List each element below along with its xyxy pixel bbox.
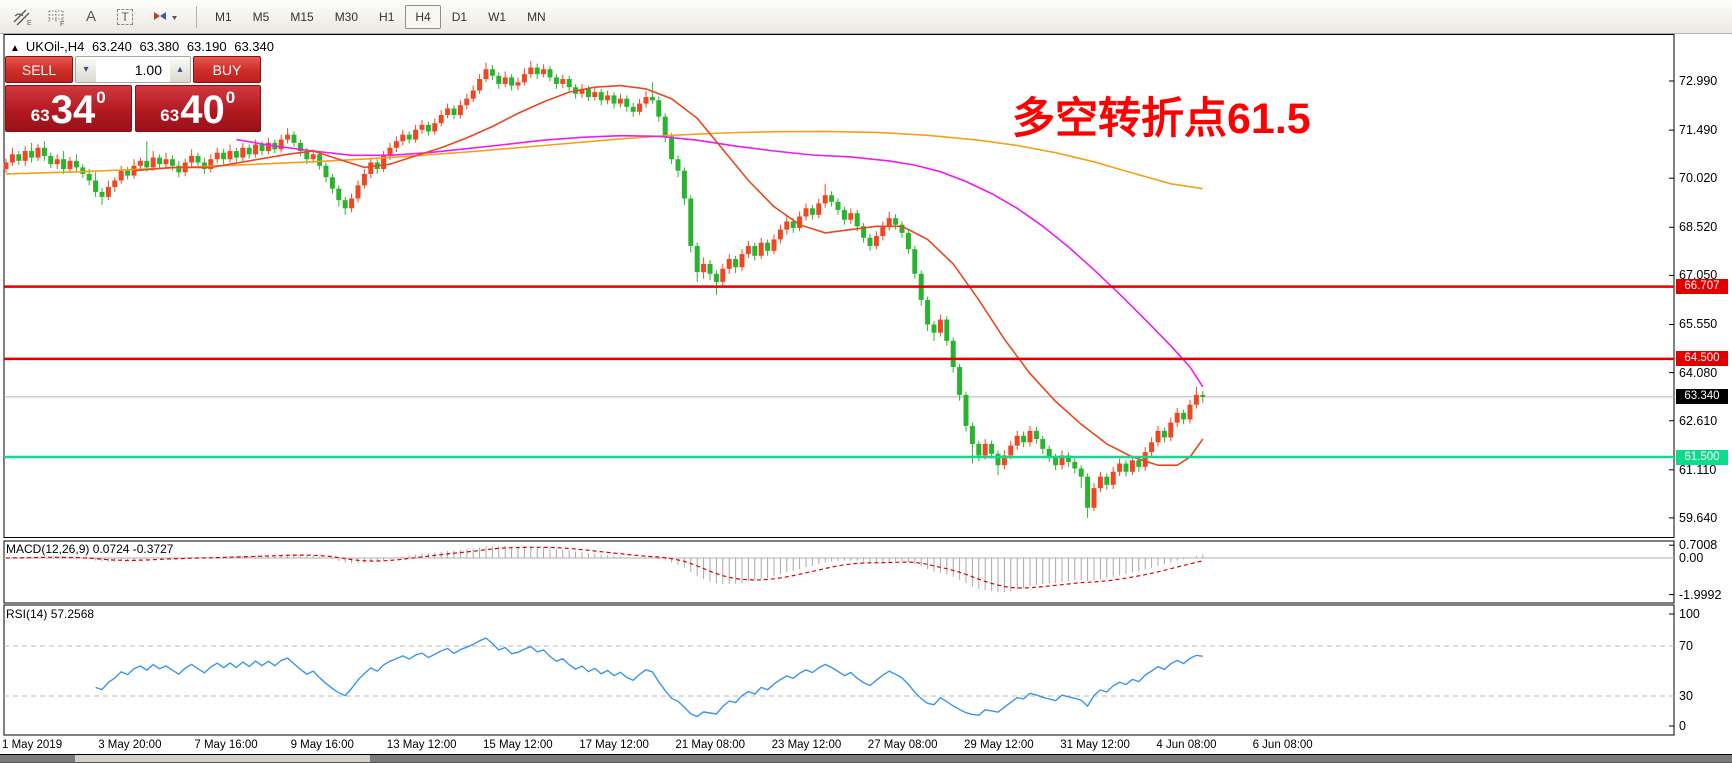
macd-axis-label: 0.7008: [1679, 538, 1718, 553]
rsi-axis-label: 30: [1679, 689, 1693, 703]
toolbar-separator: [196, 5, 197, 28]
red-level-price-tag: 66.707: [1676, 279, 1728, 295]
svg-text:E: E: [27, 20, 32, 26]
green-level-price-tag: 61.500: [1676, 449, 1728, 465]
ma-medium-line: [236, 134, 1204, 388]
macd-histogram: [5, 545, 1204, 593]
time-axis-label: 3 May 20:00: [98, 739, 162, 751]
time-axis-label: 21 May 08:00: [675, 739, 746, 751]
sell-price-prefix: 63: [30, 106, 50, 125]
time-axis-label: 6 Jun 08:00: [1252, 739, 1313, 751]
macd-signal-line: [5, 546, 1203, 589]
ma-slow-line: [5, 130, 1203, 190]
symbol-info: ▲ UKOil-,H4 63.240 63.380 63.190 63.340: [10, 39, 278, 54]
timeframe-m15[interactable]: M15: [280, 5, 323, 29]
quote-close: 63.340: [234, 39, 274, 54]
rsi-axis-label: 100: [1679, 607, 1700, 621]
volume-input[interactable]: [96, 57, 170, 82]
price-axis-label: 67.050: [1679, 268, 1718, 283]
arrow-styles-icon[interactable]: [144, 3, 186, 31]
timeframe-m30[interactable]: M30: [325, 5, 368, 29]
timeframe-mn[interactable]: MN: [517, 5, 556, 29]
rsi-indicator-label: RSI(14) 57.2568: [6, 607, 95, 621]
price-axis-label: 68.520: [1679, 220, 1718, 235]
chart-canvas: [0, 34, 1732, 755]
sell-price-display[interactable]: 63 34 0: [5, 85, 132, 132]
sell-price-main: 34: [50, 87, 96, 132]
ma-fast-line: [133, 84, 1204, 467]
time-axis-label: 7 May 16:00: [194, 739, 258, 751]
text-box-icon[interactable]: T: [110, 3, 140, 31]
time-axis-label: 1 May 2019: [2, 739, 63, 751]
rsi-levels: [4, 645, 1674, 697]
level-lines: [4, 285, 1674, 459]
one-click-trading-panel: SELL ▾ ▴ BUY 63 34 0 63 40 0: [5, 56, 261, 132]
rsi-line: [95, 637, 1203, 718]
buy-price-sup: 0: [225, 88, 236, 107]
volume-decrease-button[interactable]: ▾: [76, 57, 96, 82]
price-axis-label: 64.080: [1679, 365, 1718, 380]
timeframe-w1[interactable]: W1: [478, 5, 516, 29]
scrollbar-thumb[interactable]: [75, 755, 370, 762]
buy-button[interactable]: BUY: [193, 56, 261, 83]
buy-price-main: 40: [180, 87, 225, 132]
time-axis-label: 9 May 16:00: [290, 739, 354, 751]
sell-price-sup: 0: [96, 88, 106, 107]
volume-stepper: ▾ ▴: [75, 56, 191, 83]
time-axis-label: 27 May 08:00: [867, 739, 938, 751]
timeframe-switcher: M1 M5 M15 M30 H1 H4 D1 W1 MN: [205, 4, 557, 29]
price-axis-ticks: [1669, 80, 1674, 727]
macd-axis-label: 0.00: [1679, 551, 1704, 565]
direction-up-icon: ▲: [10, 43, 20, 54]
macd-axis-label: -1.9992: [1679, 587, 1722, 602]
text-label-icon[interactable]: A: [85, 8, 96, 25]
time-axis-label: 15 May 12:00: [483, 739, 553, 751]
time-axis-label: 23 May 12:00: [771, 739, 842, 751]
macd-indicator-label: MACD(12,26,9) 0.0724 -0.3727: [6, 542, 174, 556]
fibo-grid-icon[interactable]: F: [42, 3, 72, 31]
time-axis-label: 31 May 12:00: [1060, 739, 1130, 751]
red-level-price-tag: 64.500: [1676, 351, 1728, 367]
timeframe-m5[interactable]: M5: [243, 5, 280, 29]
time-axis-label: 17 May 12:00: [579, 739, 649, 751]
rsi-axis-label: 70: [1679, 639, 1693, 653]
time-axis-label: 13 May 12:00: [386, 739, 457, 751]
price-axis-label: 70.020: [1679, 171, 1718, 186]
price-axis-label: 72.990: [1679, 74, 1718, 88]
chart-annotation-text: 多空转折点61.5: [1012, 95, 1311, 143]
quote-low: 63.190: [186, 39, 227, 54]
price-axis-label: 59.640: [1679, 510, 1718, 525]
sell-button[interactable]: SELL: [5, 56, 73, 83]
equidistant-channel-icon[interactable]: E: [8, 3, 38, 31]
price-axis-label: 71.490: [1679, 123, 1718, 138]
timeframe-h1[interactable]: H1: [369, 5, 404, 29]
chart-area: ▲ UKOil-,H4 63.240 63.380 63.190 63.340 S…: [0, 34, 1732, 762]
timeframe-m1[interactable]: M1: [205, 5, 242, 29]
time-axis-label: 29 May 12:00: [964, 739, 1034, 751]
current-price-tag: 63.340: [1676, 389, 1728, 405]
price-axis-label: 65.550: [1679, 317, 1718, 332]
timeframe-h4[interactable]: H4: [405, 4, 441, 29]
volume-increase-button[interactable]: ▴: [170, 57, 190, 82]
price-axis-label: 62.610: [1679, 413, 1718, 428]
time-axis-label: 4 Jun 08:00: [1156, 739, 1217, 751]
price-axis-label: 61.110: [1679, 462, 1717, 477]
toolbar: E F A T M1 M5 M: [0, 0, 1732, 34]
timeframe-d1[interactable]: D1: [442, 5, 477, 29]
quote-high: 63.380: [139, 39, 180, 54]
quote-open: 63.240: [92, 39, 132, 54]
symbol-name: UKOil-,H4: [25, 39, 85, 54]
horizontal-scrollbar[interactable]: [0, 755, 1732, 762]
svg-text:F: F: [60, 21, 64, 26]
rsi-axis-label: 0: [1679, 719, 1686, 733]
buy-price-display[interactable]: 63 40 0: [134, 85, 261, 132]
buy-price-prefix: 63: [160, 106, 180, 125]
